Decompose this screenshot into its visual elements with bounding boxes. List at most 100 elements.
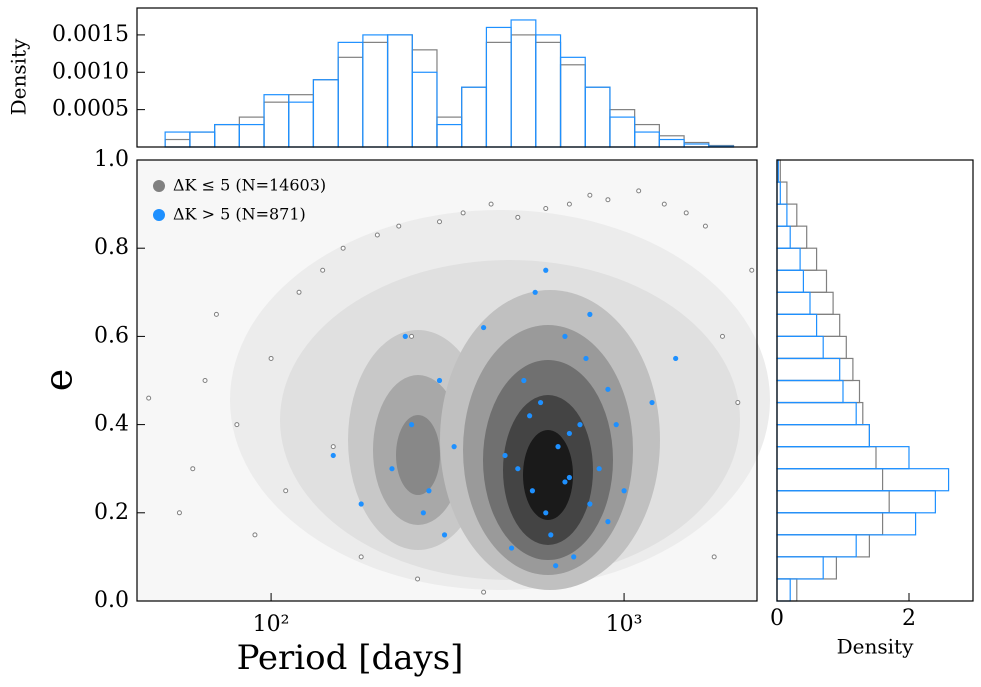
hist-bar xyxy=(776,556,837,580)
hist-bar xyxy=(658,138,685,148)
hist-bar xyxy=(559,64,586,148)
hist-bar xyxy=(609,116,636,148)
hist-bar xyxy=(776,401,857,426)
point xyxy=(296,289,302,295)
point xyxy=(420,510,426,516)
point xyxy=(621,488,627,494)
point xyxy=(683,210,689,216)
hist-bar xyxy=(411,49,438,148)
point xyxy=(537,399,544,406)
point xyxy=(252,532,258,538)
point xyxy=(711,554,717,560)
point xyxy=(577,422,583,428)
legend-marker xyxy=(153,209,165,221)
point xyxy=(481,589,487,595)
hist-bar xyxy=(776,291,834,315)
axes-frame xyxy=(776,159,974,602)
hist-bar xyxy=(776,335,824,360)
point xyxy=(587,192,593,198)
hist-series xyxy=(164,19,735,148)
hist-bar xyxy=(776,446,910,470)
point xyxy=(605,197,611,203)
hist-bar xyxy=(436,116,463,148)
axes-frame xyxy=(136,159,758,602)
point xyxy=(548,532,554,538)
y-axis-label: e xyxy=(37,369,81,392)
point xyxy=(515,214,521,220)
point xyxy=(566,474,572,481)
x-tick-label: 10² xyxy=(253,612,290,637)
hist-bar xyxy=(776,401,864,426)
point xyxy=(358,501,364,507)
hist-bar xyxy=(683,141,710,148)
hist-bar xyxy=(634,131,660,148)
hist-bar xyxy=(776,313,841,338)
hist-bar xyxy=(386,34,413,148)
top-hist-y-label: Density xyxy=(7,38,31,115)
hist-bar xyxy=(776,578,791,602)
point xyxy=(605,386,611,392)
point xyxy=(661,201,667,207)
hist-bar xyxy=(776,357,841,382)
hist-bar xyxy=(634,123,660,148)
point xyxy=(596,466,602,472)
point xyxy=(502,452,508,459)
point xyxy=(415,576,421,582)
hist-bar xyxy=(214,123,240,148)
point xyxy=(441,532,448,538)
hist-bar xyxy=(776,468,884,492)
point xyxy=(719,333,725,339)
hist-bar xyxy=(776,225,808,249)
hist-bar xyxy=(776,490,890,514)
hist-bar xyxy=(461,86,488,148)
y-tick-label: 0.0010 xyxy=(52,59,129,84)
point xyxy=(213,311,219,317)
point xyxy=(605,519,611,525)
point xyxy=(529,488,536,494)
y-tick-label: 0.8 xyxy=(94,235,129,260)
point xyxy=(587,311,593,317)
hist-bar xyxy=(263,101,290,148)
x-tick-label: 0 xyxy=(770,606,784,631)
points xyxy=(146,188,755,595)
y-tick-label: 1.0 xyxy=(94,147,129,172)
hist-bar xyxy=(776,468,950,492)
point xyxy=(330,444,336,450)
hist-bar xyxy=(238,123,265,148)
point xyxy=(283,488,289,494)
hist-bar xyxy=(776,313,818,338)
y-tick-label: 0.0005 xyxy=(52,97,129,122)
hist-bar xyxy=(559,56,586,148)
point xyxy=(437,219,443,225)
point xyxy=(566,430,572,437)
point xyxy=(636,188,642,194)
point xyxy=(543,267,549,273)
point xyxy=(146,395,152,401)
y-tick-label: 0.0015 xyxy=(52,22,129,47)
hist-bar xyxy=(164,138,191,148)
point xyxy=(408,422,415,428)
hist-bar xyxy=(776,556,824,580)
hist-series xyxy=(164,34,735,148)
point xyxy=(330,452,336,459)
hist-bar xyxy=(776,578,798,602)
hist-bar xyxy=(485,26,512,148)
hist-bar xyxy=(776,490,936,514)
point xyxy=(521,377,527,384)
hist-bar xyxy=(189,131,216,148)
y-tick-label: 0.4 xyxy=(94,412,129,437)
point xyxy=(488,201,494,207)
hist-bar xyxy=(609,109,636,148)
hist-bar xyxy=(362,34,389,148)
hist-bar xyxy=(776,357,854,382)
hist-bar xyxy=(776,291,811,315)
legend-label: ΔK ≤ 5 (N=14603) xyxy=(173,176,326,195)
hist-bar xyxy=(312,79,339,148)
point xyxy=(543,206,549,212)
point xyxy=(340,245,346,251)
hist-bar xyxy=(776,247,818,271)
point xyxy=(749,267,755,273)
axes-frame xyxy=(136,7,758,148)
point xyxy=(649,399,655,406)
